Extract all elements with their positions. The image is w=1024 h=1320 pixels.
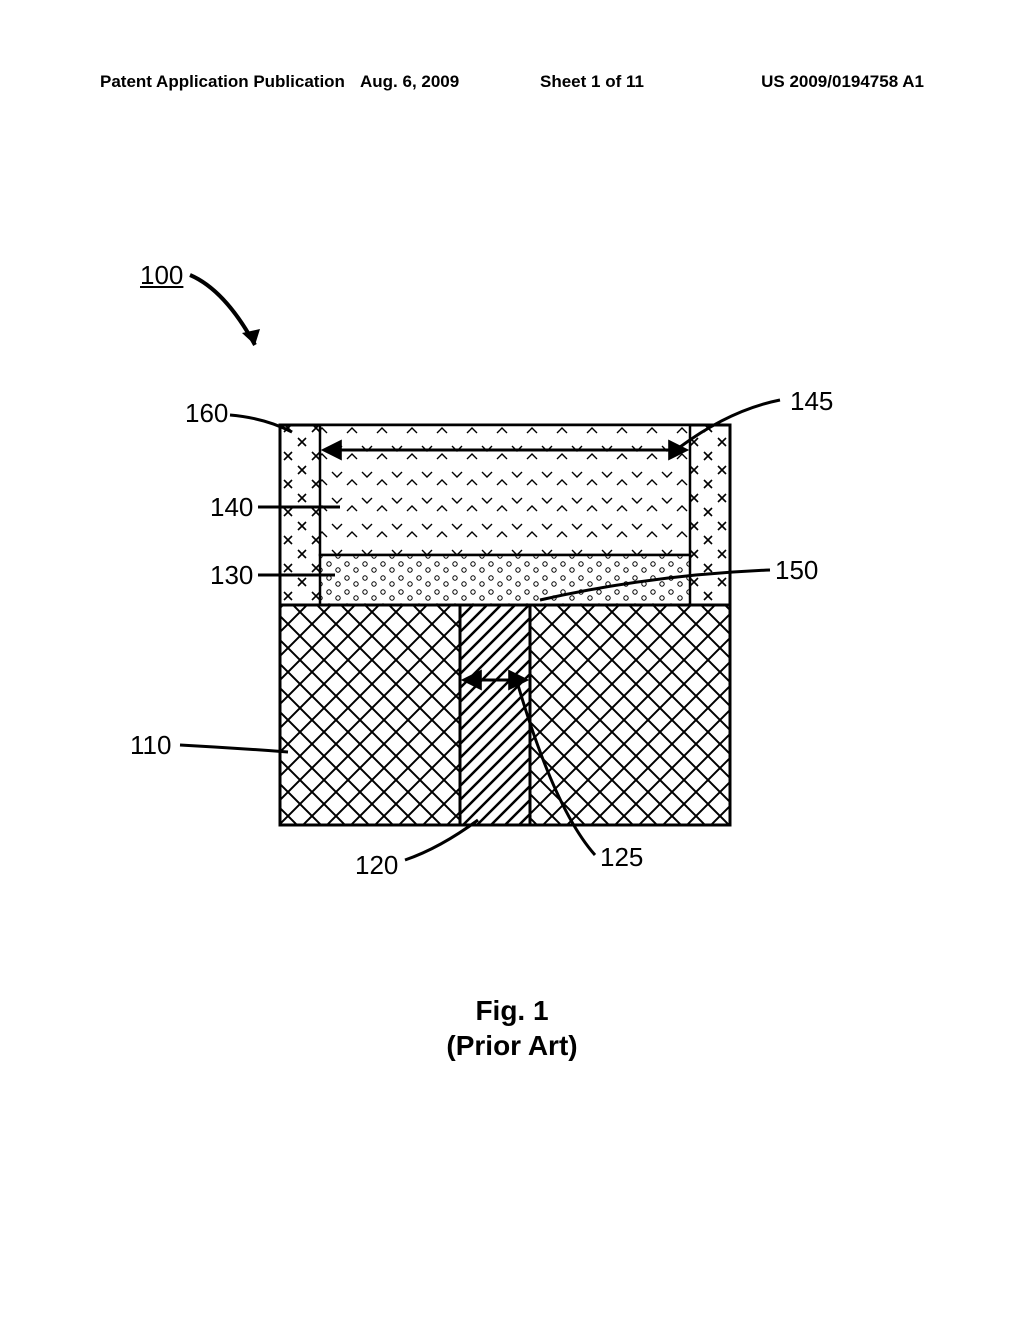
figure-1: 100 <box>0 0 1024 1320</box>
region-140 <box>320 425 690 555</box>
label-120: 120 <box>355 850 398 881</box>
figure-caption-line2: (Prior Art) <box>0 1030 1024 1062</box>
leader-110 <box>180 745 288 752</box>
label-145: 145 <box>790 386 833 417</box>
diagram-svg <box>0 0 1024 1000</box>
label-110: 110 <box>130 730 171 761</box>
label-140: 140 <box>210 492 253 523</box>
label-160: 160 <box>185 398 228 429</box>
region-120 <box>460 605 530 825</box>
label-130: 130 <box>210 560 253 591</box>
label-150: 150 <box>775 555 818 586</box>
label-125: 125 <box>600 842 643 873</box>
region-130 <box>320 555 690 605</box>
figure-caption-line1: Fig. 1 <box>0 995 1024 1027</box>
